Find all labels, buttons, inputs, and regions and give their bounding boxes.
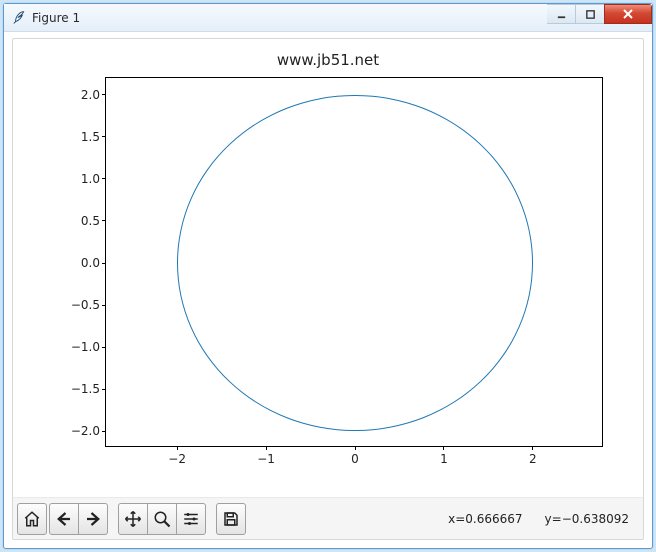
y-tick-label: 1.5 — [81, 130, 100, 144]
home-icon — [23, 510, 41, 528]
x-tick-label: 2 — [529, 452, 537, 466]
save-icon — [222, 510, 240, 528]
toolbar-group-4 — [216, 503, 246, 535]
y-tick-label: −2.0 — [71, 424, 100, 438]
toolbar-group-1 — [17, 503, 47, 535]
toolbar: x=0.666667 y=−0.638092 — [13, 497, 643, 539]
circle-line — [177, 95, 533, 431]
home-button[interactable] — [17, 503, 47, 535]
zoom-button[interactable] — [147, 503, 177, 535]
axes-box[interactable]: 2.01.51.00.50.0−0.5−1.0−1.5−2.0−2−1012 — [105, 77, 603, 447]
close-button[interactable] — [604, 4, 652, 24]
python-feather-icon — [12, 10, 26, 26]
arrow-right-icon — [84, 510, 102, 528]
window-title: Figure 1 — [32, 11, 80, 25]
chart-title: www.jb51.net — [13, 51, 643, 69]
minimize-button[interactable] — [547, 4, 576, 24]
status-y: y=−0.638092 — [545, 512, 629, 526]
figure-window: Figure 1 www.jb51.net 2.01.51.00.50.0−0.… — [3, 3, 653, 549]
y-tick-label: 1.0 — [81, 172, 100, 186]
maximize-icon — [585, 9, 596, 20]
save-button[interactable] — [216, 503, 246, 535]
x-tick-label: −1 — [257, 452, 275, 466]
y-tick-label: −1.0 — [71, 340, 100, 354]
subplots-button[interactable] — [176, 503, 206, 535]
toolbar-group-2 — [49, 503, 108, 535]
y-tick-label: −1.5 — [71, 382, 100, 396]
plot-region: www.jb51.net 2.01.51.00.50.0−0.5−1.0−1.5… — [13, 39, 643, 497]
pan-button[interactable] — [118, 503, 148, 535]
y-tick-label: −0.5 — [71, 298, 100, 312]
status-x: x=0.666667 — [448, 512, 522, 526]
titlebar[interactable]: Figure 1 — [4, 4, 652, 32]
arrow-left-icon — [55, 510, 73, 528]
toolbar-group-3 — [118, 503, 206, 535]
y-tick-label: 2.0 — [81, 88, 100, 102]
forward-button[interactable] — [78, 503, 108, 535]
x-tick-label: −2 — [168, 452, 186, 466]
close-icon — [622, 8, 634, 20]
move-icon — [124, 510, 142, 528]
status-bar: x=0.666667 y=−0.638092 — [448, 512, 639, 526]
window-controls — [547, 4, 652, 24]
x-tick-label: 0 — [351, 452, 359, 466]
magnify-icon — [153, 510, 171, 528]
maximize-button[interactable] — [575, 4, 605, 24]
client-area: www.jb51.net 2.01.51.00.50.0−0.5−1.0−1.5… — [12, 38, 644, 540]
sliders-icon — [182, 510, 200, 528]
y-tick-label: 0.0 — [81, 256, 100, 270]
x-tick-label: 1 — [440, 452, 448, 466]
back-button[interactable] — [49, 503, 79, 535]
y-tick-label: 0.5 — [81, 214, 100, 228]
minimize-icon — [556, 9, 567, 20]
